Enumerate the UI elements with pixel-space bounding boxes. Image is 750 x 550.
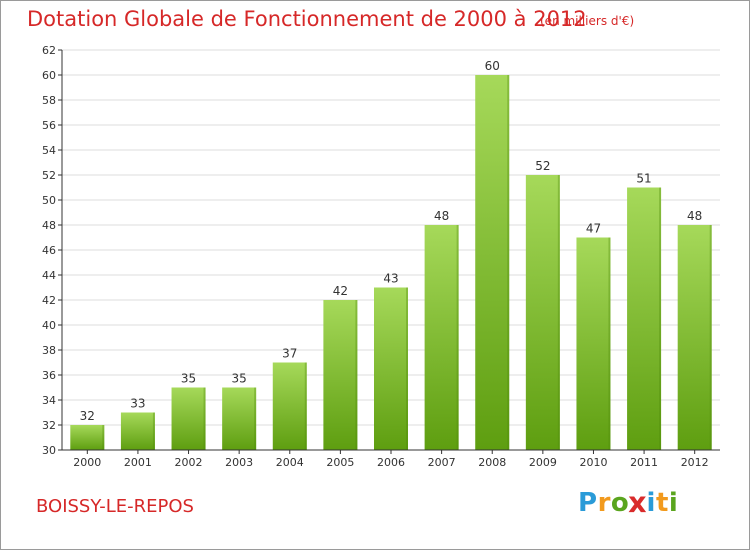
x-tick-label: 2003: [225, 456, 253, 469]
bar-shade: [456, 225, 459, 450]
data-label: 42: [333, 284, 348, 298]
data-label: 33: [130, 397, 145, 411]
y-tick-label: 32: [42, 419, 56, 432]
y-tick-label: 62: [42, 44, 56, 57]
data-label: 60: [485, 59, 500, 73]
bar-shade: [406, 287, 408, 450]
x-tick-label: 2006: [377, 456, 405, 469]
y-tick-label: 56: [42, 119, 56, 132]
logo-letter: o: [610, 488, 630, 518]
bar: [525, 175, 560, 450]
bar-shade: [304, 362, 307, 450]
chart-subtitle: (en milliers d'€): [540, 14, 635, 28]
bar-shade: [608, 237, 611, 450]
y-tick-label: 34: [42, 394, 56, 407]
x-tick-label: 2005: [326, 456, 354, 469]
bar: [627, 187, 662, 450]
data-label: 37: [282, 347, 297, 361]
logo-letter: i: [668, 488, 679, 518]
bar: [475, 75, 510, 450]
data-label: 43: [383, 272, 398, 286]
y-tick-label: 48: [42, 219, 56, 232]
bar: [120, 412, 155, 450]
y-tick-label: 42: [42, 294, 56, 307]
proxiti-logo: Proxiti: [578, 486, 679, 520]
y-tick-label: 30: [42, 444, 56, 457]
bar-shade: [102, 425, 105, 450]
bar-shade: [507, 75, 510, 450]
bar: [374, 287, 408, 450]
bar-shade: [355, 300, 358, 450]
data-label: 32: [80, 409, 95, 423]
bar: [424, 225, 459, 450]
logo-letter: x: [628, 486, 648, 520]
y-tick-label: 58: [42, 94, 56, 107]
data-label: 35: [232, 372, 247, 386]
data-label: 51: [636, 172, 651, 186]
bar-shade: [254, 387, 257, 450]
x-tick-label: 2000: [73, 456, 101, 469]
y-tick-label: 54: [42, 144, 56, 157]
logo-letter: r: [597, 488, 611, 518]
data-label: 48: [434, 209, 449, 223]
y-tick-label: 40: [42, 319, 56, 332]
x-tick-label: 2011: [630, 456, 658, 469]
bar: [222, 387, 257, 450]
x-tick-label: 2009: [529, 456, 557, 469]
bar: [323, 300, 358, 450]
bar-shade: [152, 412, 155, 450]
x-tick-label: 2008: [478, 456, 506, 469]
commune-name: BOISSY-LE-REPOS: [36, 496, 194, 517]
x-tick-label: 2012: [681, 456, 709, 469]
y-tick-label: 50: [42, 194, 56, 207]
x-tick-label: 2001: [124, 456, 152, 469]
data-label: 52: [535, 159, 550, 173]
logo-letter: t: [655, 488, 669, 518]
x-tick-label: 2007: [428, 456, 456, 469]
bar: [171, 387, 206, 450]
x-tick-label: 2010: [579, 456, 607, 469]
y-tick-label: 44: [42, 269, 56, 282]
bar: [677, 225, 712, 450]
x-tick-label: 2004: [276, 456, 304, 469]
bar: [70, 425, 105, 450]
bar-shade: [203, 387, 206, 450]
data-label: 35: [181, 372, 196, 386]
chart-title: Dotation Globale de Fonctionnement de 20…: [27, 7, 587, 31]
logo-letter: P: [578, 488, 598, 518]
bar-shade: [659, 187, 662, 450]
bar-shade: [557, 175, 560, 450]
y-tick-label: 38: [42, 344, 56, 357]
bar: [272, 362, 307, 450]
y-tick-label: 52: [42, 169, 56, 182]
y-tick-label: 46: [42, 244, 56, 257]
bar-shade: [709, 225, 712, 450]
data-label: 48: [687, 209, 702, 223]
y-tick-label: 60: [42, 69, 56, 82]
y-tick-label: 36: [42, 369, 56, 382]
logo-letter: i: [646, 488, 656, 518]
data-label: 47: [586, 222, 601, 236]
bar: [576, 237, 611, 450]
x-tick-label: 2002: [175, 456, 203, 469]
